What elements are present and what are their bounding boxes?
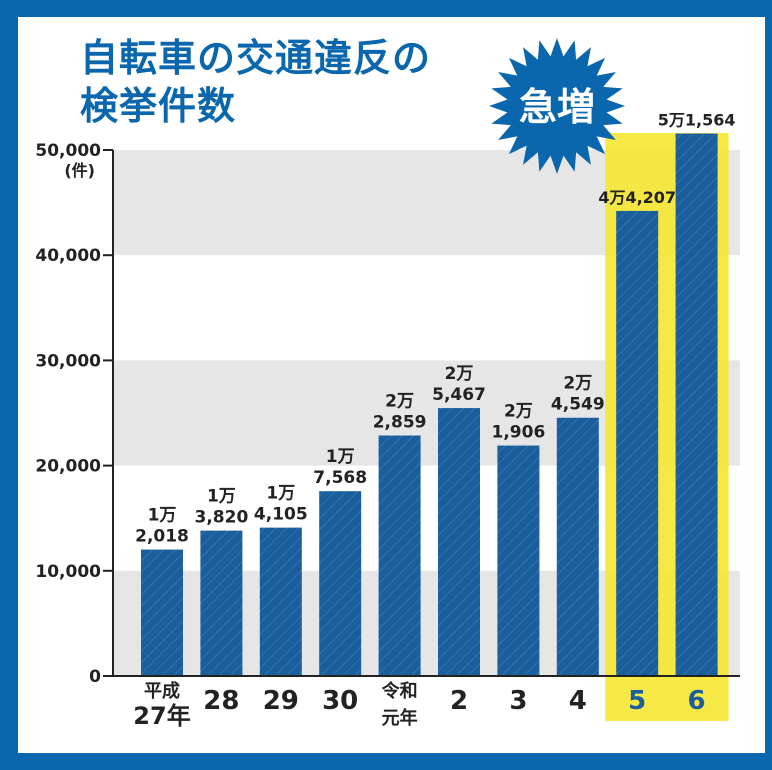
- chart-title: 自転車の交通違反の 検挙件数: [80, 36, 432, 128]
- x-tick-label-line: 29: [263, 686, 299, 716]
- y-tick-label: 10,000: [35, 562, 101, 582]
- data-label: 5万1,564: [658, 111, 736, 130]
- starburst-badge: [489, 38, 625, 174]
- bar: [497, 445, 540, 676]
- x-tick-label-line: 2: [450, 686, 468, 716]
- data-label: 1万 2,018: [135, 506, 189, 547]
- data-label-line: 2万: [504, 402, 533, 422]
- x-tick-label: 5: [628, 686, 646, 716]
- data-label: 2万 1,906: [492, 402, 546, 443]
- x-tick-label: 30: [322, 686, 358, 716]
- y-tick-label: 50,000: [35, 141, 101, 161]
- bar: [556, 417, 599, 676]
- bar: [200, 530, 243, 676]
- bar: [378, 435, 421, 676]
- x-tick-label-line: 6: [688, 686, 706, 716]
- x-tick-label: 28: [203, 686, 239, 716]
- data-label-line: 1万: [266, 484, 295, 504]
- data-label: 1万 3,820: [195, 487, 249, 528]
- x-tick-label-line: 5: [628, 686, 646, 716]
- data-label-line: 4,105: [254, 505, 308, 525]
- x-tick-label: 4: [569, 686, 587, 716]
- x-tick-label: 令和元年: [381, 680, 418, 729]
- data-label: 1万 4,105: [254, 484, 308, 525]
- data-label-line: 1,906: [492, 423, 546, 443]
- x-tick-label: 29: [263, 686, 299, 716]
- data-label-line: 2,859: [373, 413, 427, 433]
- data-label-line: 1万: [207, 487, 236, 507]
- bar: [141, 549, 183, 676]
- data-label-line: 1万: [326, 447, 355, 467]
- bar: [675, 133, 718, 676]
- data-label: 1万 7,568: [313, 447, 367, 488]
- unit-label: (件): [64, 161, 95, 180]
- data-label-line: 7,568: [313, 468, 367, 488]
- x-tick-label: 6: [688, 686, 706, 716]
- x-tick-label-line: 平成: [144, 680, 180, 702]
- data-label-line: 5,467: [432, 385, 486, 405]
- x-tick-label: 3: [509, 686, 527, 716]
- x-tick-label-line: 元年: [382, 707, 418, 729]
- bar: [438, 408, 480, 676]
- y-tick-label: 30,000: [35, 351, 101, 371]
- badge-label: 急増: [519, 85, 595, 129]
- x-tick-label-line: 30: [322, 686, 358, 716]
- x-tick-label-line: 4: [569, 686, 587, 716]
- data-label-line: 2万: [385, 392, 414, 412]
- data-label-line: 2,018: [135, 527, 189, 547]
- data-label: 2万 4,549: [551, 374, 605, 415]
- bar: [319, 491, 362, 676]
- data-label: 2万 2,859: [373, 392, 427, 433]
- bar: [616, 210, 659, 676]
- data-label-line: 4万4,207: [598, 188, 676, 207]
- data-label-line: 2万: [445, 364, 474, 384]
- bar: [259, 527, 302, 676]
- x-tick-label-line: 28: [203, 686, 239, 716]
- data-label-line: 2万: [563, 374, 592, 394]
- data-label: 4万4,207: [598, 188, 676, 207]
- x-tick-label-line: 令和: [381, 680, 418, 702]
- x-tick-label-line: 27年: [133, 702, 190, 730]
- data-label: 2万 5,467: [432, 364, 486, 405]
- x-tick-label: 平成 27年: [133, 680, 190, 730]
- data-label-line: 5万1,564: [658, 111, 736, 130]
- data-label-line: 4,549: [551, 395, 605, 415]
- y-tick-label: 0: [89, 667, 101, 687]
- data-label-line: 3,820: [195, 508, 249, 528]
- data-label-line: 1万: [148, 506, 177, 526]
- x-tick-label-line: 3: [509, 686, 527, 716]
- y-tick-label: 40,000: [35, 246, 101, 266]
- y-tick-label: 20,000: [35, 457, 101, 477]
- x-tick-label: 2: [450, 686, 468, 716]
